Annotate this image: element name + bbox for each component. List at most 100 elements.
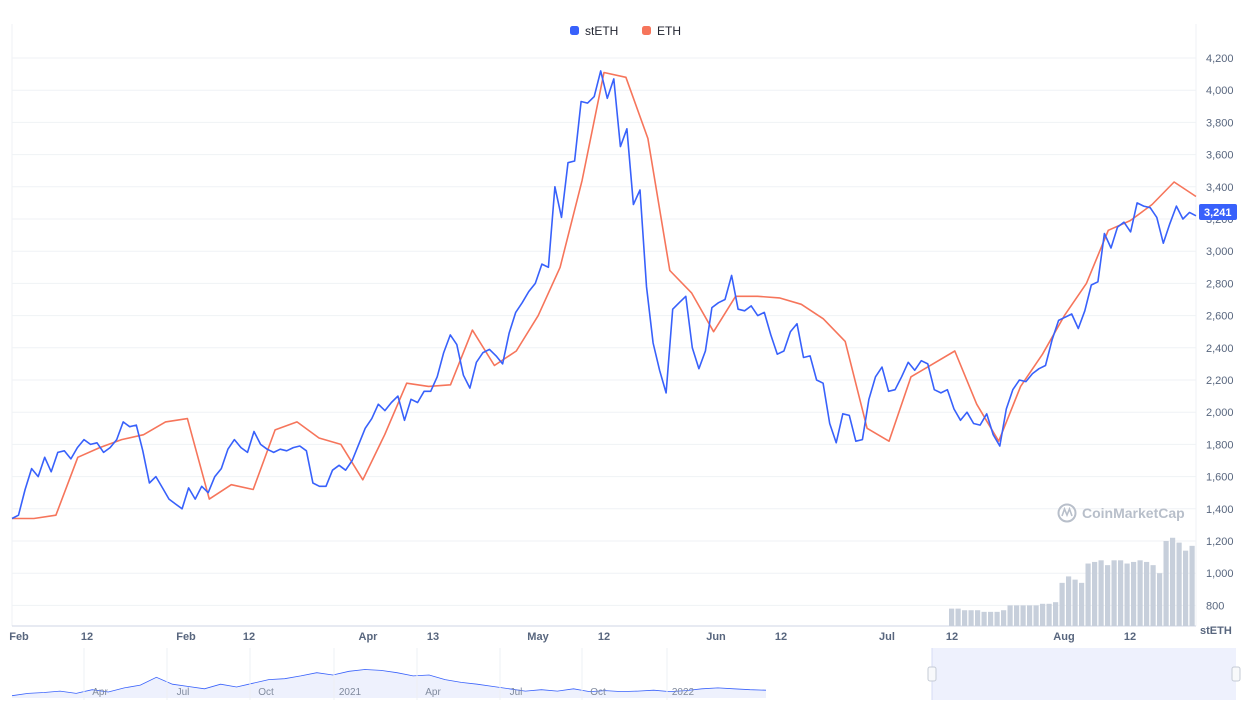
- y-tick-label: 1,600: [1206, 472, 1234, 484]
- legend-item-steth[interactable]: stETH: [570, 24, 618, 38]
- legend-label: ETH: [657, 24, 681, 38]
- volume-bar: [1137, 560, 1143, 626]
- navigator-tick-label: 2021: [339, 687, 362, 698]
- volume-bar: [1111, 560, 1117, 626]
- y-tick-label: 1,400: [1206, 504, 1234, 516]
- navigator-line: [11, 669, 767, 697]
- volume-bar: [1098, 560, 1104, 626]
- volume-bar: [1079, 582, 1085, 626]
- volume-bar: [1170, 537, 1176, 626]
- navigator-handle[interactable]: [1231, 666, 1241, 682]
- volume-bar: [949, 608, 955, 626]
- x-tick-label: 12: [1124, 631, 1136, 643]
- legend[interactable]: stETH ETH: [560, 20, 688, 44]
- legend-swatch: [570, 26, 579, 35]
- volume-bar: [994, 611, 1000, 626]
- navigator-tick-label: Apr: [92, 687, 108, 698]
- volume-bar: [1131, 561, 1137, 626]
- volume-bar: [1124, 563, 1130, 626]
- y-tick-label: 1,800: [1206, 439, 1234, 451]
- volume-bar: [1150, 565, 1156, 626]
- current-price-label: 3,241: [1199, 204, 1237, 220]
- x-tick-label: 12: [598, 631, 610, 643]
- y-tick-label: 2,600: [1206, 311, 1234, 323]
- volume-bar: [1105, 565, 1111, 626]
- x-tick-label: 12: [243, 631, 255, 643]
- y-axis-unit: stETH: [1200, 625, 1232, 637]
- y-tick-label: 1,200: [1206, 536, 1234, 548]
- navigator-handle-grip: [1231, 666, 1241, 682]
- x-axis: Feb 12 Feb 12 Apr 13 May 12 Jun 12 Jul 12 Aug 12: [9, 631, 1136, 643]
- x-tick-label: Feb: [176, 631, 196, 643]
- navigator-handle-grip: [927, 666, 937, 682]
- y-tick-label: 3,800: [1206, 117, 1234, 129]
- volume-bar: [988, 611, 994, 626]
- x-tick-label: 12: [775, 631, 787, 643]
- navigator-area: [12, 669, 766, 698]
- x-tick-label: Feb: [9, 631, 29, 643]
- series-line-steth: [11, 70, 1197, 520]
- x-tick-label: Jun: [706, 631, 726, 643]
- volume-bar: [1027, 605, 1033, 626]
- x-tick-label: 13: [427, 631, 439, 643]
- x-tick-label: 12: [81, 631, 93, 643]
- y-tick-label: 2,000: [1206, 407, 1234, 419]
- y-tick-label: 3,000: [1206, 246, 1234, 258]
- navigator-selection: [932, 648, 1236, 700]
- volume-bar: [1020, 605, 1026, 626]
- volume-bar: [981, 611, 987, 626]
- volume-bar: [962, 610, 968, 626]
- volume-bar: [1046, 603, 1052, 626]
- legend-item-eth[interactable]: ETH: [642, 24, 681, 38]
- volume-bar: [1066, 576, 1072, 626]
- y-tick-label: 2,200: [1206, 375, 1234, 387]
- volume-bars: [949, 537, 1195, 626]
- y-tick-label: 4,000: [1206, 85, 1234, 97]
- volume-bar: [1189, 545, 1195, 626]
- navigator[interactable]: Apr Jul Oct 2021 Apr Jul Oct 2022: [11, 648, 1241, 700]
- volume-bar: [1092, 561, 1098, 626]
- volume-bar: [1059, 582, 1065, 626]
- volume-bar: [1072, 579, 1078, 626]
- volume-bar: [1040, 603, 1046, 626]
- navigator-tick-label: Apr: [425, 687, 441, 698]
- volume-bar: [1144, 561, 1150, 626]
- series-line-eth: [12, 71, 1197, 520]
- legend-background: [560, 20, 688, 44]
- y-tick-label: 3,400: [1206, 182, 1234, 194]
- legend-label: stETH: [585, 24, 618, 38]
- volume-bar: [1157, 573, 1163, 626]
- volume-bar: [975, 610, 981, 626]
- navigator-tick-label: Jul: [510, 687, 523, 698]
- volume-bar: [1085, 563, 1091, 626]
- coinmarketcap-logo-icon: [1057, 503, 1077, 523]
- volume-bar: [1033, 605, 1039, 626]
- volume-bar: [1014, 605, 1020, 626]
- x-tick-label: May: [527, 631, 549, 643]
- y-tick-label: 800: [1206, 600, 1224, 612]
- current-price-value: 3,241: [1204, 207, 1232, 219]
- x-tick-label: Apr: [359, 631, 379, 643]
- y-tick-label: 3,600: [1206, 150, 1234, 162]
- volume-bar: [1183, 550, 1189, 626]
- x-tick-label: Jul: [879, 631, 895, 643]
- navigator-handle[interactable]: [927, 666, 937, 682]
- volume-bar: [955, 608, 961, 626]
- volume-bar: [968, 610, 974, 626]
- navigator-tick-label: Jul: [177, 687, 190, 698]
- y-tick-label: 2,800: [1206, 278, 1234, 290]
- navigator-tick-label: 2022: [672, 687, 695, 698]
- y-tick-label: 2,400: [1206, 343, 1234, 355]
- volume-bar: [1163, 541, 1169, 626]
- navigator-tick-label: Oct: [258, 687, 274, 698]
- legend-swatch: [642, 26, 651, 35]
- navigator-tick-label: Oct: [590, 687, 606, 698]
- x-tick-label: 12: [946, 631, 958, 643]
- volume-bar: [1007, 605, 1013, 626]
- x-tick-label: Aug: [1053, 631, 1074, 643]
- series-lines: [11, 70, 1197, 520]
- y-tick-label: 1,000: [1206, 568, 1234, 580]
- volume-bar: [1053, 602, 1059, 626]
- volume-bar: [1001, 610, 1007, 626]
